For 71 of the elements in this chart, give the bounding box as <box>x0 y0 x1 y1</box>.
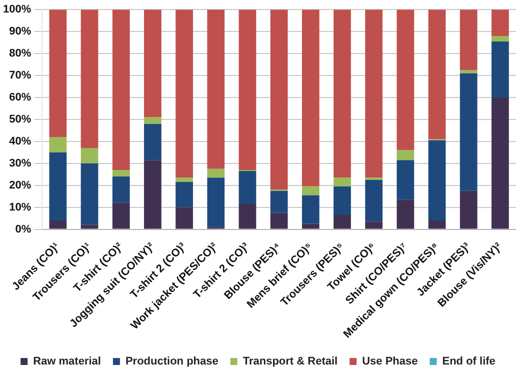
bar <box>112 10 130 170</box>
bar <box>428 220 446 229</box>
bar <box>334 178 351 186</box>
bar <box>396 200 414 229</box>
bar <box>49 220 67 229</box>
bar <box>428 10 446 140</box>
legend-label: Use Phase <box>362 356 418 368</box>
bar <box>334 186 351 215</box>
bar <box>302 195 320 224</box>
bar <box>112 170 130 177</box>
bar <box>460 70 478 74</box>
bar <box>176 178 193 182</box>
bar <box>112 202 130 229</box>
bar <box>49 137 67 152</box>
y-tick-label: 50% <box>9 113 32 126</box>
bar <box>396 10 414 150</box>
bar <box>460 73 478 191</box>
bar <box>365 180 383 222</box>
y-tick-label: 60% <box>9 91 32 104</box>
y-tick-label: 80% <box>9 48 32 60</box>
bar <box>238 204 256 229</box>
bar <box>396 160 414 200</box>
y-tick-label: 30% <box>9 157 32 170</box>
bar <box>492 41 509 98</box>
bar <box>176 182 193 208</box>
bar <box>80 148 98 164</box>
bar <box>207 168 225 178</box>
bar <box>270 10 288 190</box>
bar <box>176 207 193 229</box>
bar <box>144 124 162 160</box>
bar <box>112 176 130 203</box>
bar <box>270 190 288 213</box>
bar <box>144 10 162 118</box>
y-tick-label: 40% <box>9 135 32 148</box>
bar <box>270 212 288 229</box>
bar <box>49 10 67 138</box>
bar <box>365 10 383 178</box>
bar <box>144 117 162 124</box>
legend-label: Production phase <box>125 356 218 368</box>
bar <box>302 10 320 186</box>
y-tick-label: 10% <box>9 201 32 214</box>
bar <box>144 160 162 229</box>
bar <box>238 171 256 204</box>
y-tick-label: 100% <box>2 4 32 16</box>
legend-label: End of life <box>442 356 496 368</box>
bar <box>207 10 225 169</box>
bar <box>460 190 478 229</box>
y-tick-label: 20% <box>9 179 32 192</box>
bar <box>428 140 446 220</box>
y-tick-label: 90% <box>9 26 32 38</box>
bar <box>396 150 414 160</box>
bar <box>176 10 193 178</box>
bar <box>492 10 509 36</box>
bar <box>207 178 225 228</box>
bar <box>365 222 383 229</box>
bar <box>492 97 509 229</box>
bar <box>334 10 351 178</box>
bar <box>80 163 98 225</box>
bar <box>80 10 98 148</box>
bar <box>302 186 320 196</box>
bar <box>334 214 351 229</box>
legend-label: Raw material <box>33 356 101 368</box>
y-tick-label: 0% <box>15 223 32 236</box>
bar <box>492 36 509 42</box>
legend-label: Transport & Retail <box>242 356 338 368</box>
bar <box>302 224 320 229</box>
bar <box>80 224 98 229</box>
y-tick-label: 70% <box>9 70 32 82</box>
bar <box>49 152 67 220</box>
bar <box>460 10 478 70</box>
bar <box>238 10 256 170</box>
